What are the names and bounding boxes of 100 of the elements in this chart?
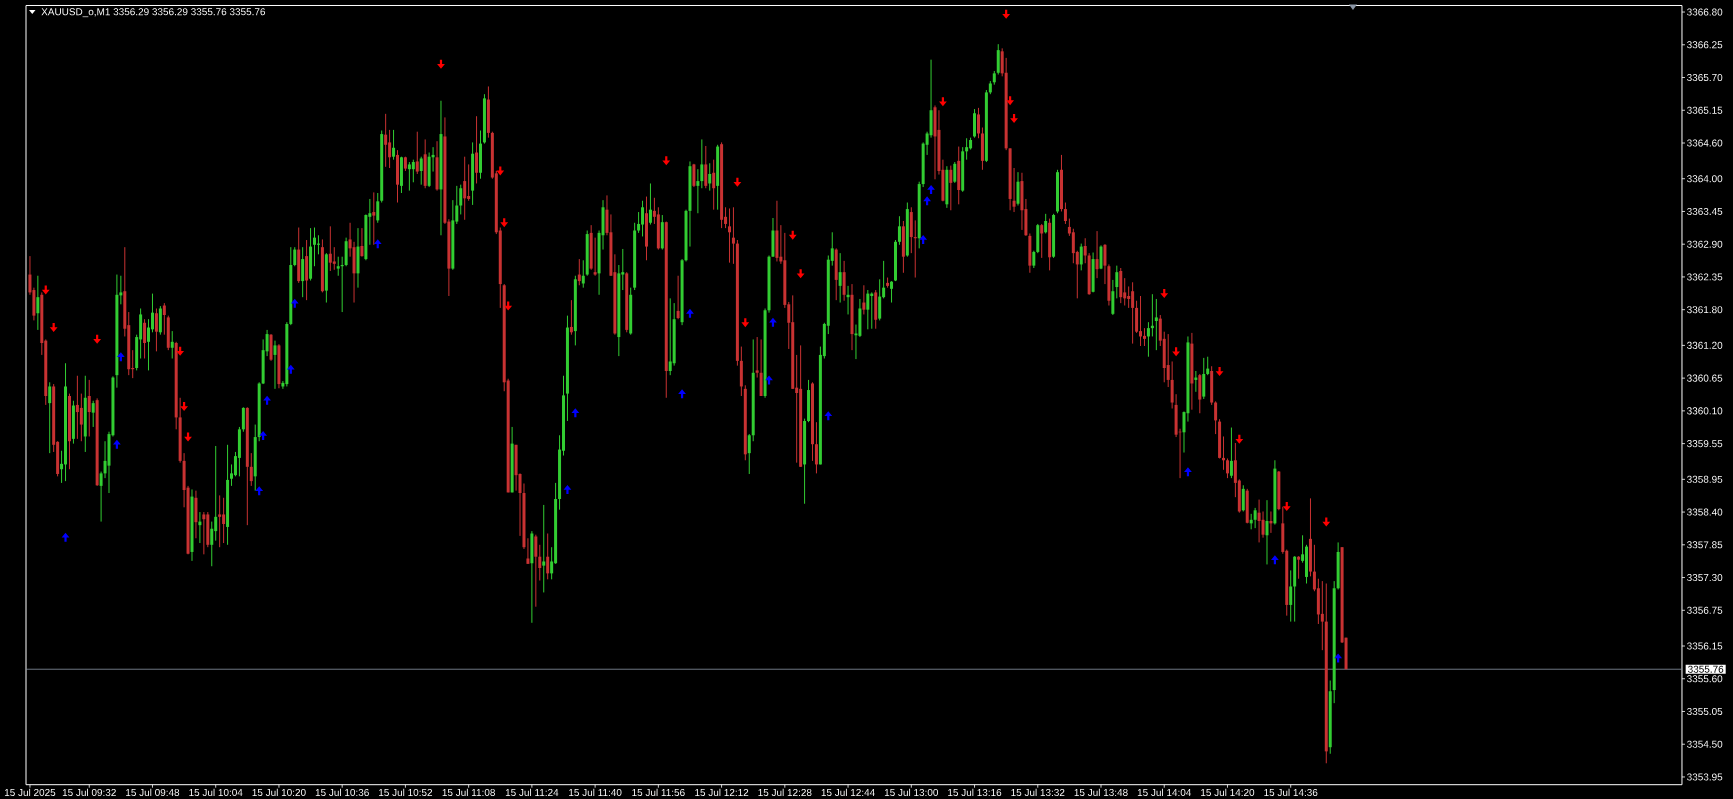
candlestick <box>392 129 396 161</box>
candlestick <box>60 450 64 484</box>
point <box>49 322 58 332</box>
candlestick <box>973 108 977 139</box>
x-tick-label: 15 Jul 09:48 <box>126 788 180 796</box>
y-tick-label: 3366.80 <box>1687 8 1723 16</box>
point <box>93 334 102 344</box>
point <box>765 375 773 385</box>
point <box>824 411 833 421</box>
candlestick <box>538 544 542 582</box>
candlestick <box>838 252 842 304</box>
candlestick <box>637 211 641 234</box>
y-tick-label: 3360.10 <box>1687 407 1723 415</box>
candlestick <box>727 207 731 264</box>
point <box>927 185 935 195</box>
x-tick-label: 15 Jul 10:04 <box>189 788 243 796</box>
point <box>1235 434 1244 444</box>
candlestick <box>79 393 83 442</box>
candlestick <box>162 302 166 336</box>
y-tick-label: 3363.45 <box>1687 207 1723 215</box>
point <box>1334 653 1343 663</box>
candlestick <box>897 215 901 246</box>
candlestick <box>218 494 222 548</box>
candlestick <box>1127 285 1131 309</box>
point <box>678 389 686 399</box>
x-tick-label: 15 Jul 11:24 <box>505 788 559 796</box>
candlestick <box>949 165 953 211</box>
y-tick-label: 3365.70 <box>1687 74 1723 82</box>
candlestick <box>712 159 716 211</box>
y-tick-label: 3354.50 <box>1687 740 1723 748</box>
candlestick <box>546 533 550 580</box>
point <box>1010 113 1018 123</box>
point <box>263 395 271 405</box>
candlestick <box>170 330 174 359</box>
candlestick <box>1044 213 1048 234</box>
y-tick-label: 3362.35 <box>1687 273 1723 281</box>
candlestick <box>526 537 530 565</box>
ref-line-label: 3355.76 <box>1688 665 1724 673</box>
candlestick <box>1079 243 1083 271</box>
candlestick <box>593 237 597 277</box>
candlestick <box>328 225 332 272</box>
point <box>1006 96 1014 106</box>
candlestick <box>419 156 423 186</box>
point <box>919 235 928 245</box>
candlestick <box>1135 300 1139 334</box>
y-tick-label: 3357.30 <box>1687 574 1723 582</box>
candlestick <box>222 497 226 544</box>
y-tick-label: 3361.20 <box>1687 341 1723 349</box>
candlestick <box>241 406 245 433</box>
candlestick <box>384 113 388 168</box>
candlestick <box>1241 484 1245 512</box>
candlestick <box>814 421 818 474</box>
x-tick-label: 15 Jul 2025 <box>4 788 56 796</box>
y-tick-label: 3364.60 <box>1687 139 1723 147</box>
y-tick-label: 3356.75 <box>1687 606 1723 614</box>
candlestick <box>755 336 759 379</box>
y-tick-label: 3353.95 <box>1687 773 1723 781</box>
candlestick <box>866 289 870 330</box>
candlestick <box>996 43 1000 76</box>
candlestick <box>388 129 392 169</box>
y-tick-label: 3357.85 <box>1687 541 1723 549</box>
point <box>290 298 299 308</box>
candlestick <box>704 145 708 189</box>
candlestick <box>890 280 894 304</box>
x-tick-label: 15 Jul 14:04 <box>1137 788 1192 796</box>
candlestick <box>1016 171 1020 206</box>
candlestick <box>641 200 645 237</box>
candlestick <box>1253 507 1257 529</box>
point <box>180 402 188 412</box>
candlestick <box>696 168 700 214</box>
candlestick <box>1063 202 1067 225</box>
x-tick-label: 15 Jul 12:28 <box>758 788 812 796</box>
point <box>1271 555 1279 565</box>
candlestick <box>360 227 364 258</box>
x-tick-label: 15 Jul 10:36 <box>315 788 369 796</box>
point <box>437 59 445 69</box>
point <box>1002 9 1011 19</box>
candlestick <box>158 305 162 336</box>
point <box>184 432 192 442</box>
candlestick <box>1297 555 1301 580</box>
y-tick-label: 3359.55 <box>1687 440 1723 448</box>
candlestick <box>467 163 471 202</box>
candlestick <box>976 107 980 139</box>
point <box>1184 467 1192 477</box>
x-tick-label: 15 Jul 10:20 <box>252 788 306 796</box>
point <box>176 346 185 356</box>
x-tick-label: 15 Jul 13:32 <box>1011 788 1065 796</box>
candlestick <box>1206 356 1210 376</box>
candlestick <box>1257 499 1261 543</box>
candlestick <box>301 246 305 298</box>
candlestick <box>668 297 672 376</box>
candlestick <box>965 137 969 161</box>
y-tick-label: 3355.05 <box>1687 707 1723 716</box>
point <box>733 177 742 187</box>
candlestick <box>882 260 886 299</box>
candlestick <box>1229 427 1233 479</box>
candlestick <box>676 275 680 320</box>
candlestick <box>202 511 206 555</box>
candlestick <box>878 278 882 321</box>
x-tick-label: 15 Jul 13:16 <box>948 788 1002 796</box>
